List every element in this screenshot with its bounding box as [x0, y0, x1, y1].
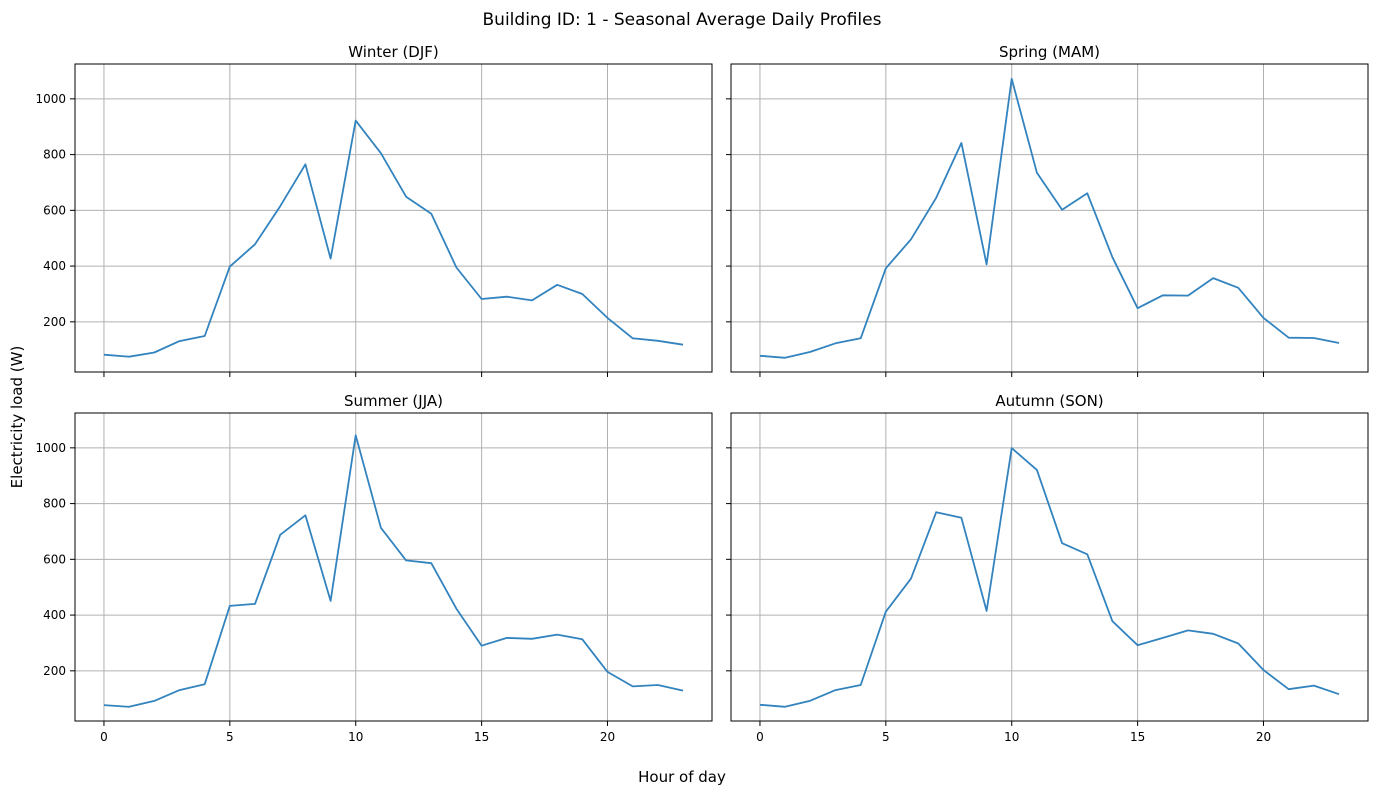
panel-title: Spring (MAM)	[999, 43, 1100, 61]
y-tick-label: 600	[43, 552, 66, 566]
series-line	[759, 77, 1340, 359]
x-tick-label: 0	[756, 730, 764, 744]
y-tick-label: 1000	[35, 441, 66, 455]
y-tick-label: 400	[43, 259, 66, 273]
x-axis-label: Hour of day	[638, 768, 726, 786]
x-tick-label: 0	[100, 730, 108, 744]
y-tick-label: 600	[43, 203, 66, 217]
panel-title: Winter (DJF)	[348, 43, 439, 61]
x-tick-label: 10	[348, 730, 363, 744]
series-line	[103, 119, 684, 358]
panel-3: 0 5 10 15 20 200 400 600 800 1000 Summer (JJA)	[35, 392, 713, 744]
y-tick-label: 200	[43, 664, 66, 678]
x-tick-label: 5	[882, 730, 890, 744]
axes-frame	[730, 412, 1369, 722]
y-tick-label: 1000	[35, 92, 66, 106]
series-line	[759, 447, 1340, 708]
y-axis-label: Electricity load (W)	[8, 346, 26, 489]
panel-title: Summer (JJA)	[344, 392, 443, 410]
y-tick-label: 800	[43, 497, 66, 511]
x-tick-label: 20	[1256, 730, 1271, 744]
panel-1: 200 400 600 800 1000 Winter (DJF)	[35, 43, 713, 377]
x-tick-label: 5	[226, 730, 234, 744]
panel-title: Autumn (SON)	[995, 392, 1103, 410]
x-tick-label: 10	[1004, 730, 1019, 744]
axes-frame	[730, 63, 1369, 373]
x-tick-label: 20	[600, 730, 615, 744]
y-tick-label: 200	[43, 315, 66, 329]
y-tick-label: 400	[43, 608, 66, 622]
axes-frame	[74, 63, 713, 373]
panel-4: 0 5 10 15 20 Autumn (SON)	[726, 392, 1369, 744]
series-line	[103, 434, 684, 708]
chart-title: Building ID: 1 - Seasonal Average Daily …	[483, 10, 882, 30]
x-tick-label: 15	[474, 730, 489, 744]
axes-frame	[74, 412, 713, 722]
panel-2: Spring (MAM)	[726, 43, 1369, 377]
x-tick-label: 15	[1130, 730, 1145, 744]
y-tick-label: 800	[43, 148, 66, 162]
